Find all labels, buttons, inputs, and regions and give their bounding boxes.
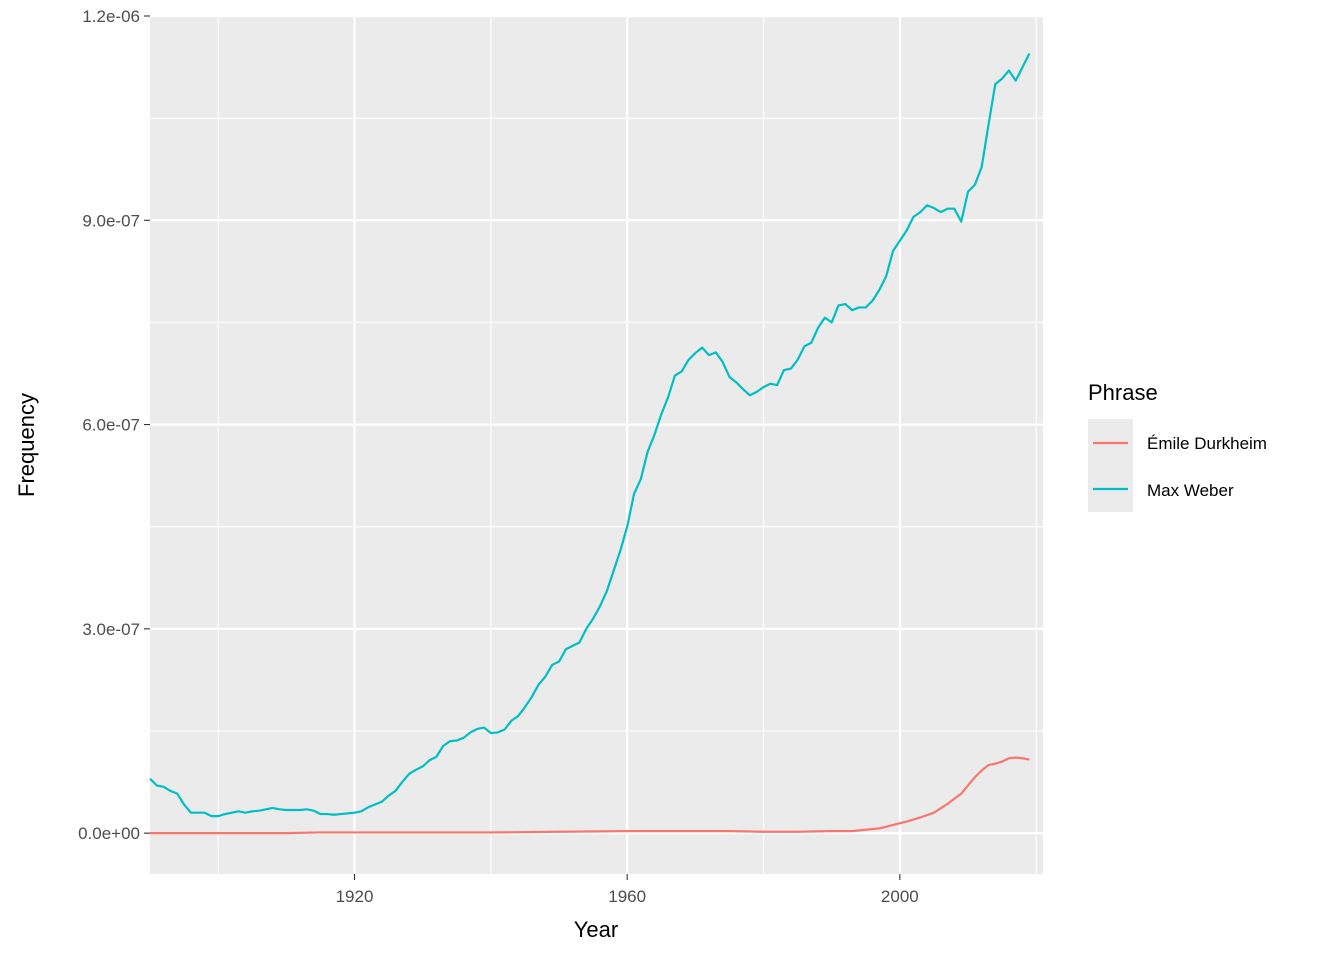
plot-panel bbox=[150, 16, 1043, 874]
legend: Phrase Émile Durkheim Max Weber bbox=[1088, 380, 1267, 512]
y-tick-label: 9.0e-07 bbox=[82, 211, 140, 230]
y-tick-label: 0.0e+00 bbox=[78, 824, 140, 843]
x-tick-label: 1920 bbox=[336, 887, 374, 906]
y-axis: 0.0e+00 3.0e-07 6.0e-07 9.0e-07 1.2e-06 bbox=[78, 7, 150, 843]
series-line-max-weber bbox=[149, 52, 1031, 818]
legend-label-emile-durkheim: Émile Durkheim bbox=[1147, 434, 1267, 453]
x-axis: 1920 1960 2000 bbox=[336, 874, 919, 906]
x-tick-label: 1960 bbox=[608, 887, 646, 906]
x-tick-label: 2000 bbox=[881, 887, 919, 906]
series-lines bbox=[149, 52, 1031, 835]
y-tick-label: 6.0e-07 bbox=[82, 416, 140, 435]
series-line-emile-durkheim bbox=[150, 756, 1030, 835]
y-tick-label: 3.0e-07 bbox=[82, 620, 140, 639]
x-axis-title: Year bbox=[574, 917, 618, 942]
y-axis-title: Frequency bbox=[14, 393, 39, 497]
minor-gridlines bbox=[150, 16, 1043, 874]
legend-label-max-weber: Max Weber bbox=[1147, 481, 1234, 500]
legend-title: Phrase bbox=[1088, 380, 1158, 405]
y-tick-label: 1.2e-06 bbox=[82, 7, 140, 26]
legend-key-background bbox=[1088, 419, 1133, 512]
